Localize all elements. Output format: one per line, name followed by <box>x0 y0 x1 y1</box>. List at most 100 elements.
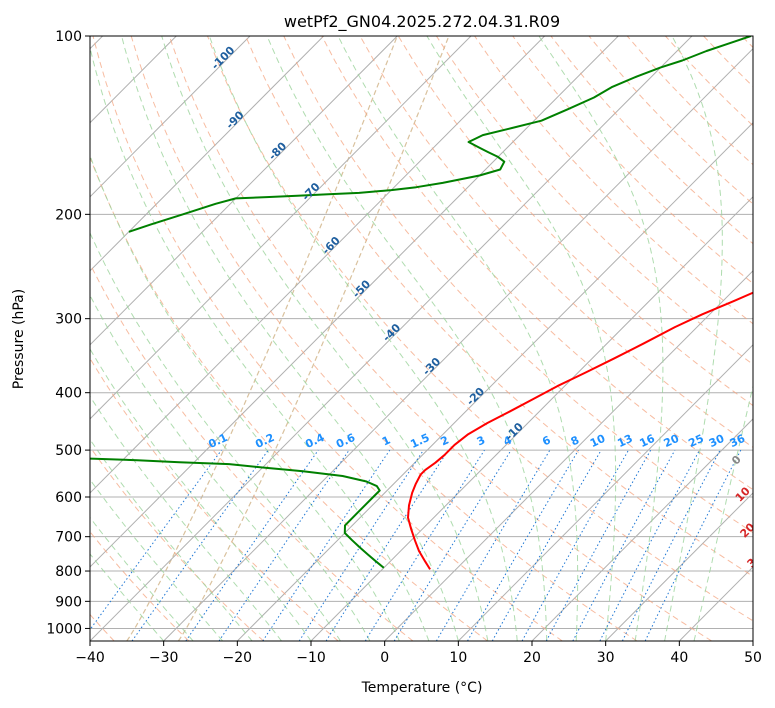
mixing-ratio-line <box>131 449 269 641</box>
dewpoint-profile-line <box>128 36 752 233</box>
dry-adiabat-line <box>90 446 264 641</box>
x-axis-ticks: −40 −30 −20 −10 0 10 20 30 40 50 <box>75 641 762 666</box>
dry-adiabat-label: -70 <box>299 180 322 203</box>
isotherm-line <box>90 36 472 420</box>
y-tick-label: 300 <box>55 312 82 328</box>
dry-adiabat-line <box>90 357 339 641</box>
dry-adiabat-line <box>92 36 563 641</box>
chart-title: wetPf2_GN04.2025.272.04.31.R09 <box>284 12 560 32</box>
mixing-ratio-label: 30 <box>707 432 727 450</box>
dry-adiabat-line <box>245 36 753 577</box>
y-axis-label: Pressure (hPa) <box>11 289 27 389</box>
dry-adiabat-line <box>321 36 753 491</box>
x-tick-label: 40 <box>670 650 688 666</box>
moist-adiabat-line <box>90 395 282 641</box>
mixing-ratio-label: 0.2 <box>253 431 276 451</box>
mixing-ratio-label: 0.4 <box>303 431 326 451</box>
moist-adiabat-line <box>90 438 253 641</box>
dry-adiabat-label: -60 <box>320 234 343 257</box>
y-tick-label: 400 <box>55 386 82 402</box>
dry-adiabat-label: -40 <box>380 321 403 344</box>
dry-adiabat-line <box>130 36 638 641</box>
moist-adiabat-line <box>161 36 489 641</box>
mixing-ratio-label: 2 <box>439 433 451 448</box>
mixing-ratio-label: 6 <box>540 433 553 448</box>
mixing-ratio-line <box>185 449 319 641</box>
moist-adiabat-line <box>90 231 371 641</box>
isotherm-line <box>90 36 398 346</box>
dry-adiabat-label: -90 <box>223 108 246 131</box>
dry-adiabat-label: -80 <box>266 139 289 162</box>
moist-adiabat-line <box>208 36 518 641</box>
isotherm-line <box>457 344 753 641</box>
y-tick-label: 200 <box>55 207 82 223</box>
mixing-ratio-line <box>90 449 222 631</box>
mixing-ratio-label: 0.6 <box>334 431 357 451</box>
moist-adiabat-line <box>664 36 723 641</box>
mixing-ratio-line <box>621 449 721 641</box>
mixing-ratio-label: 20 <box>662 432 682 450</box>
dry-adiabat-line <box>283 36 753 534</box>
moist-adiabat-line <box>538 36 664 641</box>
isotherm-line <box>90 36 251 198</box>
isotherm-line <box>90 36 324 272</box>
series-layer <box>90 36 753 570</box>
moist-adiabat-line <box>426 36 617 641</box>
isotherm-line <box>678 566 753 641</box>
mixing-ratio-line <box>644 449 742 641</box>
mixing-ratio-label: 1.5 <box>408 431 431 451</box>
mixing-ratio-line <box>435 449 551 641</box>
dry-adiabat-line <box>474 36 753 325</box>
mixing-ratio-label: 3 <box>475 433 487 448</box>
dewpoint-profile-line <box>90 457 385 569</box>
moist-adiabat-label: 20 <box>738 520 758 540</box>
x-tick-label: −30 <box>149 650 179 666</box>
mixing-ratio-label: 13 <box>615 432 634 450</box>
dry-adiabat-label: -20 <box>464 385 487 408</box>
moist-adiabat-line <box>90 154 400 641</box>
y-axis-ticks: 100 200 300 400 500 600 700 800 900 1000 <box>46 29 90 637</box>
mixing-ratio-line <box>545 449 652 641</box>
isotherm-line <box>531 418 753 641</box>
moist-adiabat-label: 0 <box>729 453 744 468</box>
dry-adiabat-label: -30 <box>420 355 443 378</box>
x-tick-label: −10 <box>296 650 326 666</box>
mixing-ratio-label: 16 <box>637 432 657 450</box>
theta-curve <box>177 36 450 641</box>
dry-adiabat-line <box>741 36 753 49</box>
isotherm-line <box>236 122 753 641</box>
dry-adiabat-line <box>90 530 190 641</box>
mixing-ratio-line <box>325 449 449 641</box>
moist-adiabat-line <box>266 36 548 641</box>
x-tick-label: 10 <box>449 650 467 666</box>
mixing-ratio-line <box>364 449 485 641</box>
isotherm-line <box>90 36 545 494</box>
mixing-ratio-line <box>262 449 391 641</box>
moist-adiabat-line <box>693 383 753 641</box>
isotherm-line <box>605 492 753 641</box>
theta-curve <box>126 36 398 641</box>
dry-adiabat-line <box>435 36 753 366</box>
y-tick-label: 100 <box>55 29 82 45</box>
x-tick-label: 30 <box>597 650 615 666</box>
dry-adiabat-line <box>207 36 753 622</box>
y-tick-label: 800 <box>55 564 82 580</box>
moist-adiabat-line <box>90 294 341 641</box>
mixing-ratio-label: 10 <box>588 432 608 450</box>
mixing-ratio-line <box>521 449 629 641</box>
moist-adiabat-line <box>90 516 194 641</box>
y-tick-label: 500 <box>55 443 82 459</box>
x-tick-label: −20 <box>223 650 253 666</box>
moist-adiabat-label: 40 <box>755 577 775 597</box>
moist-adiabat-line <box>90 45 430 641</box>
y-tick-label: 900 <box>55 594 82 610</box>
isotherm-line <box>90 36 693 641</box>
background-lines <box>90 36 753 641</box>
moist-adiabat-line <box>121 36 459 641</box>
x-tick-label: 20 <box>523 650 541 666</box>
x-tick-label: −40 <box>75 650 105 666</box>
isotherm-line <box>90 36 619 568</box>
mixing-ratio-line <box>599 449 701 641</box>
moist-adiabat-line <box>90 348 312 641</box>
mixing-ratio-label: 25 <box>686 432 705 450</box>
